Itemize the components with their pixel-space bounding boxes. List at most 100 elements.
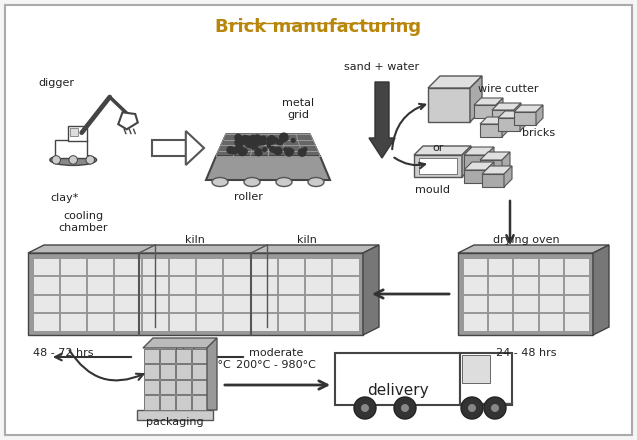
Polygon shape	[514, 105, 543, 112]
FancyBboxPatch shape	[223, 294, 250, 312]
Text: wire cutter: wire cutter	[478, 84, 538, 94]
FancyBboxPatch shape	[196, 313, 222, 330]
Text: kiln: kiln	[297, 235, 317, 245]
FancyBboxPatch shape	[141, 276, 168, 293]
Polygon shape	[143, 338, 217, 348]
Circle shape	[267, 135, 276, 145]
FancyBboxPatch shape	[192, 379, 206, 394]
Ellipse shape	[50, 154, 97, 165]
FancyBboxPatch shape	[143, 395, 159, 410]
Polygon shape	[502, 152, 510, 173]
Circle shape	[491, 404, 499, 412]
FancyBboxPatch shape	[60, 257, 86, 275]
Text: kiln: kiln	[185, 235, 205, 245]
FancyBboxPatch shape	[462, 313, 487, 330]
Polygon shape	[593, 245, 609, 335]
FancyBboxPatch shape	[114, 276, 141, 293]
Circle shape	[234, 134, 242, 141]
Circle shape	[235, 137, 241, 144]
Polygon shape	[464, 147, 494, 155]
FancyBboxPatch shape	[335, 353, 460, 405]
Circle shape	[269, 146, 276, 153]
Circle shape	[273, 137, 278, 142]
FancyBboxPatch shape	[480, 124, 502, 137]
Circle shape	[297, 148, 306, 157]
Polygon shape	[492, 103, 521, 110]
FancyBboxPatch shape	[513, 313, 538, 330]
Text: roller: roller	[234, 192, 262, 202]
FancyBboxPatch shape	[488, 257, 512, 275]
Polygon shape	[470, 76, 482, 122]
Circle shape	[241, 148, 248, 155]
Circle shape	[279, 132, 289, 142]
FancyBboxPatch shape	[192, 348, 206, 363]
FancyBboxPatch shape	[458, 253, 593, 335]
Circle shape	[250, 138, 258, 147]
FancyBboxPatch shape	[250, 257, 276, 275]
FancyBboxPatch shape	[513, 294, 538, 312]
FancyBboxPatch shape	[32, 313, 59, 330]
FancyBboxPatch shape	[176, 364, 190, 378]
Circle shape	[260, 136, 267, 143]
FancyBboxPatch shape	[159, 348, 175, 363]
Polygon shape	[498, 111, 527, 118]
FancyBboxPatch shape	[492, 110, 514, 123]
Text: 24 - 48 hrs: 24 - 48 hrs	[496, 348, 556, 358]
Polygon shape	[486, 162, 494, 183]
Circle shape	[361, 404, 369, 412]
Polygon shape	[206, 156, 330, 180]
Circle shape	[231, 147, 238, 155]
Circle shape	[354, 397, 376, 419]
Polygon shape	[474, 98, 503, 105]
Polygon shape	[504, 166, 512, 187]
FancyBboxPatch shape	[513, 257, 538, 275]
FancyBboxPatch shape	[462, 355, 490, 383]
FancyBboxPatch shape	[32, 257, 59, 275]
FancyBboxPatch shape	[488, 276, 512, 293]
FancyBboxPatch shape	[32, 276, 59, 293]
Circle shape	[290, 138, 296, 143]
Text: metal
grid: metal grid	[282, 99, 314, 120]
FancyBboxPatch shape	[482, 174, 504, 187]
FancyBboxPatch shape	[539, 313, 563, 330]
Text: clay*: clay*	[50, 193, 78, 203]
FancyBboxPatch shape	[305, 313, 331, 330]
Polygon shape	[207, 338, 217, 410]
Circle shape	[259, 138, 267, 146]
Polygon shape	[480, 117, 509, 124]
Ellipse shape	[212, 177, 228, 187]
Text: or: or	[433, 143, 444, 153]
FancyBboxPatch shape	[28, 253, 363, 335]
Circle shape	[303, 147, 308, 152]
FancyBboxPatch shape	[169, 257, 195, 275]
Polygon shape	[363, 245, 379, 335]
Circle shape	[235, 144, 243, 153]
FancyBboxPatch shape	[87, 313, 113, 330]
Polygon shape	[482, 166, 512, 174]
FancyBboxPatch shape	[176, 379, 190, 394]
Circle shape	[254, 148, 262, 156]
FancyBboxPatch shape	[464, 170, 486, 183]
Text: digger: digger	[38, 78, 74, 88]
Polygon shape	[28, 245, 379, 253]
FancyBboxPatch shape	[223, 257, 250, 275]
FancyBboxPatch shape	[169, 313, 195, 330]
FancyBboxPatch shape	[539, 294, 563, 312]
FancyBboxPatch shape	[462, 257, 487, 275]
Text: drying oven: drying oven	[492, 235, 559, 245]
Circle shape	[245, 136, 250, 141]
FancyBboxPatch shape	[143, 364, 159, 378]
FancyBboxPatch shape	[460, 353, 512, 405]
Circle shape	[468, 404, 476, 412]
FancyBboxPatch shape	[333, 313, 359, 330]
FancyBboxPatch shape	[498, 118, 520, 131]
Circle shape	[234, 138, 244, 147]
Circle shape	[245, 139, 254, 148]
FancyBboxPatch shape	[5, 5, 632, 435]
FancyBboxPatch shape	[488, 294, 512, 312]
FancyBboxPatch shape	[414, 155, 462, 177]
FancyBboxPatch shape	[514, 112, 536, 125]
Circle shape	[226, 146, 234, 154]
Circle shape	[230, 149, 236, 154]
Circle shape	[268, 142, 272, 146]
